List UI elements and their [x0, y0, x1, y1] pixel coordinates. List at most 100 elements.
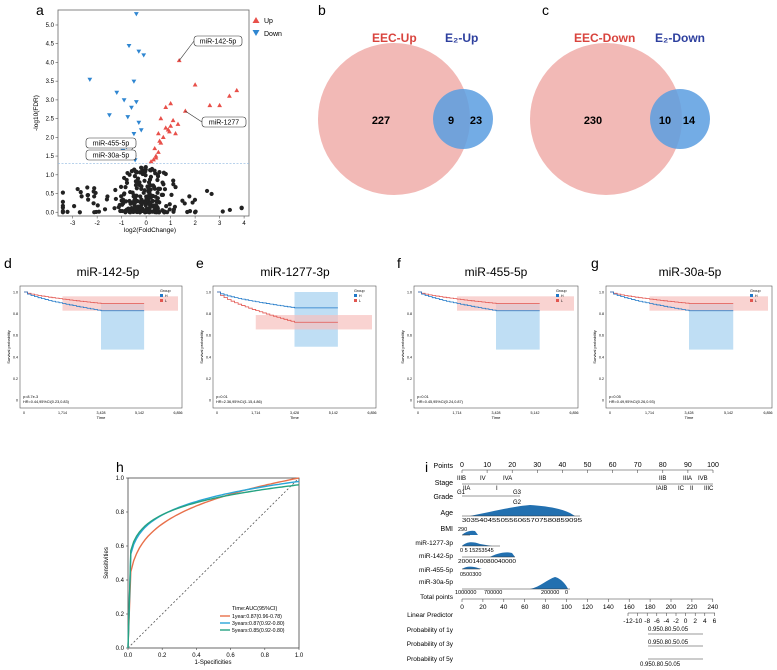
km-pvalue: p=0.01 [216, 395, 228, 399]
km-ytick-label: 0.6 [13, 334, 18, 338]
volcano-xtick-label: 2 [193, 221, 197, 227]
volcano-ytick-label: 5.0 [46, 23, 55, 29]
volcano-point-ns [92, 186, 97, 191]
volcano-point-ns [92, 194, 97, 199]
volcano-point-ns [144, 194, 149, 199]
km-title: miR-30a-5p [659, 265, 722, 279]
nomo-total-tick-label: 220 [686, 604, 697, 611]
volcano-point-label: miR-1277 [209, 120, 239, 127]
volcano-xtick-label: -1 [119, 221, 125, 227]
volcano-point-ns [133, 206, 139, 211]
km-ytick-label: 0.2 [407, 377, 412, 381]
volcano-point-ns [204, 188, 210, 194]
km-ci-band-blue [496, 303, 540, 350]
km-legend-swatch-h [556, 294, 559, 297]
nomo-points-tick-label: 60 [609, 462, 617, 469]
km-ytick-label: 0 [209, 399, 211, 403]
km-ytick-label: 1.0 [599, 291, 604, 295]
nomo-total-tick-label: 120 [582, 604, 593, 611]
km-legend-l: L [755, 299, 757, 303]
volcano-point-ns [132, 174, 138, 179]
nomo-stage-tick: IV [480, 476, 486, 482]
panel-letter-i: i [425, 459, 428, 475]
volcano-ytick-label: 2.5 [46, 117, 55, 123]
volcano-point-up [151, 157, 156, 162]
km-legend-swatch-l [160, 299, 163, 302]
km-curve-red [610, 291, 734, 304]
km-legend-swatch-l [556, 299, 559, 302]
volcano-point-up [167, 129, 172, 134]
km-ytick-label: 0.2 [599, 377, 604, 381]
nomo-stage-tick: IAIB [656, 486, 667, 492]
volcano-point-ns [118, 208, 123, 214]
nomogram: 0 10 20 30 40 50 60 70 80 90 100 0 20 40 60 80 100 120 14… [407, 462, 719, 668]
km-hr: HR=2.36,95%CI(1.15,4.86) [216, 400, 263, 404]
volcano-xtick-label: 3 [218, 221, 222, 227]
volcano-ytick-label: 1.5 [46, 154, 55, 160]
km-ci-band-blue [101, 303, 145, 350]
volcano-point-ns [138, 205, 143, 210]
nomo-points-tick-label: 100 [707, 462, 719, 469]
legend-up-marker [252, 17, 260, 23]
nomo-points-tick-label: 0 [460, 462, 464, 469]
volcano-point-ns [167, 207, 172, 212]
volcano-xlabel: log2(FoldChange) [124, 227, 176, 234]
nomo-row-stage: Stage [435, 480, 453, 487]
km-legend-l: L [359, 299, 361, 303]
km-ytick-label: 0.8 [599, 312, 604, 316]
nomo-lp-tick-label: -8 [644, 618, 650, 625]
volcano-point-ns [146, 185, 151, 191]
nomo-stage-tick: IVA [503, 476, 512, 482]
nomo-455-ticks: 0500300 [460, 572, 481, 578]
volcano-point-ns [85, 193, 90, 198]
nomo-stage-tick: IIIB [457, 476, 466, 482]
roc-ytick-label: 0.2 [116, 612, 125, 618]
panel-letter-g: g [591, 255, 599, 271]
volcano-point-ns [227, 207, 232, 213]
km-xtick-label: 5,142 [724, 411, 733, 415]
volcano-point-ns [133, 169, 138, 175]
nomo-total-tick-label: 200 [666, 604, 677, 611]
km-curve-red [24, 291, 145, 304]
km-title: miR-142-5p [77, 265, 140, 279]
nomo-455-density [462, 566, 482, 569]
volcano-point-ns [91, 201, 96, 206]
volcano-ytick-label: 4.5 [46, 42, 55, 48]
nomo-prob5-ticks: 0.950.80.50.05 [640, 662, 681, 668]
nomo-grade-tick: G3 [513, 490, 522, 496]
volcano-ylabel: -log10(FDR) [33, 95, 40, 131]
nomo-stage-tick: I [496, 486, 498, 492]
volcano-point-ns [122, 208, 128, 214]
nomo-stage-tick: IIA [463, 486, 470, 492]
volcano-point-down [114, 90, 120, 95]
nomo-lp-tick-label: -10 [633, 618, 643, 625]
volcano-label-leader [185, 110, 203, 123]
volcano-point-ns [133, 196, 138, 201]
roc-plot: 0.0 0.2 0.4 0.6 0.8 1.0 0.0 0.2 0.4 0.6 0.8 1.0 1-S… [104, 476, 304, 666]
nomo-age-density [470, 505, 575, 516]
km-legend-swatch-h [354, 294, 357, 297]
volcano-plot: -3 -2 -1 0 1 2 3 4 0.0 0.5 1.0 1.5 2.0 2.5 3.0 3.5 4.0 4.… [33, 9, 282, 234]
nomo-lp-tick-label: -12 [623, 618, 633, 625]
volcano-label-box [201, 116, 247, 128]
nomo-row-linear-predictor: Linear Predictor [407, 612, 454, 619]
volcano-point-ns [153, 194, 158, 199]
volcano-point-ns [72, 204, 77, 209]
km-xlabel: Time [492, 415, 502, 420]
panel-letter-d: d [4, 255, 12, 271]
km-xtick-label: 5,142 [329, 411, 338, 415]
nomo-prob3-ticks: 0.950.80.50.05 [648, 640, 689, 646]
nomo-row-age: Age [441, 510, 454, 517]
volcano-point-ns [220, 209, 225, 214]
nomo-stage-tick: II [690, 486, 694, 492]
km-ytick-label: 0.6 [407, 334, 412, 338]
volcano-label-leader [178, 40, 195, 61]
volcano-frame [57, 9, 250, 217]
km-curve-blue [24, 291, 145, 312]
volcano-point-ns [143, 173, 148, 178]
nomo-total-tick-label: 80 [542, 604, 550, 611]
volcano-point-ns [102, 207, 108, 212]
panel-letter-e: e [196, 255, 204, 271]
roc-diagonal [127, 477, 300, 649]
volcano-point-ns [209, 191, 214, 197]
